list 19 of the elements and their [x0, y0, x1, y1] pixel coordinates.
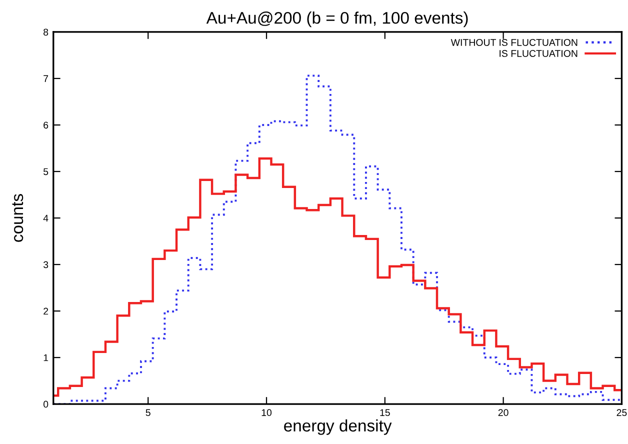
x-tick-label: 10 — [262, 409, 272, 416]
y-tick-label: 8 — [44, 28, 48, 36]
chart-title: Au+Au@200 (b = 0 fm, 100 events) — [206, 12, 468, 28]
x-tick-label: 15 — [380, 409, 390, 416]
y-tick-label: 1 — [44, 354, 48, 362]
x-tick-label: 5 — [146, 409, 150, 416]
x-tick-label: 25 — [616, 409, 627, 416]
y-tick-label: 4 — [43, 214, 48, 222]
y-tick-label: 2 — [44, 308, 48, 315]
y-tick-label: 3 — [43, 261, 48, 268]
y-tick-label: 5 — [44, 168, 48, 176]
y-tick-label: 6 — [44, 122, 48, 129]
y-axis-title: counts — [12, 194, 24, 242]
x-axis-title: energy density — [284, 419, 392, 435]
y-tick-label: 0 — [43, 400, 48, 408]
legend-label: WITHOUT IS FLUCTUATION — [450, 39, 578, 46]
legend-label: IS FLUCTUATION — [500, 50, 578, 57]
x-tick-label: 20 — [498, 409, 508, 416]
y-tick-label: 7 — [44, 75, 48, 82]
